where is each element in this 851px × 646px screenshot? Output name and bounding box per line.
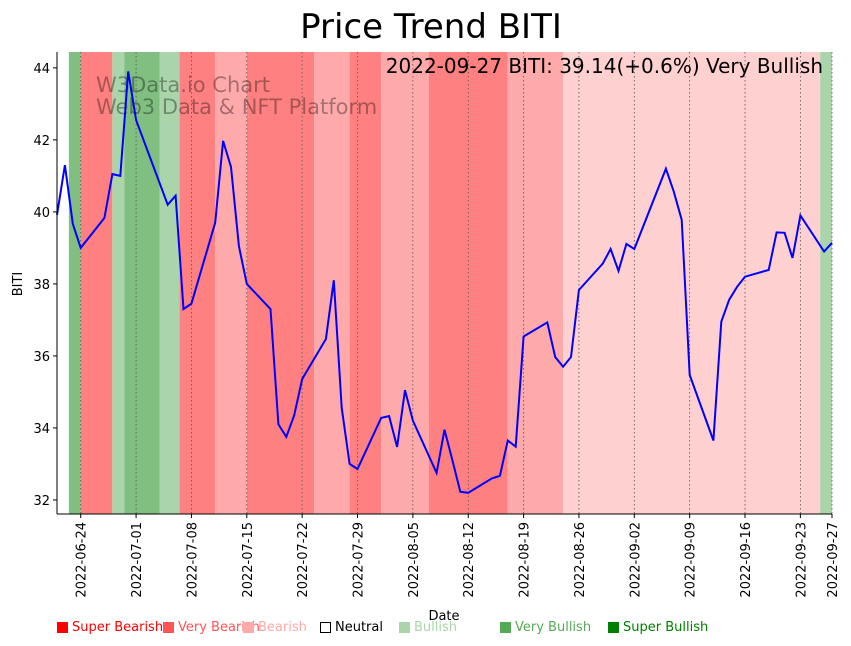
y-tick-label: 34 bbox=[33, 422, 50, 437]
sentiment-band bbox=[124, 52, 160, 514]
legend-swatch bbox=[608, 622, 619, 633]
legend-swatch bbox=[57, 622, 68, 633]
x-tick-label: 2022-07-15 bbox=[241, 522, 256, 598]
legend-item: Super Bullish bbox=[608, 620, 708, 635]
legend-item: Super Bearish bbox=[57, 620, 163, 635]
sentiment-band bbox=[112, 52, 125, 514]
y-axis-ticks: 32 34 36 38 40 42 44 bbox=[33, 62, 57, 509]
sentiment-band bbox=[68, 52, 81, 514]
x-tick-label: 2022-09-02 bbox=[628, 522, 643, 598]
legend-label: Super Bullish bbox=[623, 620, 709, 635]
sentiment-band bbox=[80, 52, 113, 514]
sentiment-band bbox=[215, 52, 247, 514]
legend-swatch bbox=[243, 622, 254, 633]
y-tick-label: 44 bbox=[33, 62, 50, 77]
legend-label: Very Bullish bbox=[515, 620, 592, 635]
x-axis-label: Date bbox=[428, 609, 459, 624]
x-tick-label: 2022-06-24 bbox=[75, 522, 90, 598]
x-tick-label: 2022-07-01 bbox=[130, 522, 145, 598]
y-axis-label: BITI bbox=[11, 272, 26, 297]
y-tick-label: 38 bbox=[33, 278, 50, 293]
x-tick-label: 2022-09-16 bbox=[739, 522, 754, 598]
legend-label: Bearish bbox=[258, 620, 307, 635]
y-tick-label: 40 bbox=[33, 206, 50, 221]
y-tick-label: 42 bbox=[33, 134, 50, 149]
x-tick-label: 2022-09-27 bbox=[826, 522, 841, 598]
price-line-series bbox=[56, 71, 833, 494]
sentiment-bands bbox=[68, 52, 832, 514]
legend-item: Very Bullish bbox=[500, 620, 591, 635]
sentiment-band bbox=[563, 52, 821, 514]
x-tick-label: 2022-07-22 bbox=[296, 522, 311, 598]
legend-label: Neutral bbox=[335, 620, 383, 635]
legend-swatch bbox=[399, 622, 410, 633]
watermark-line-1: W3Data.io Chart bbox=[96, 73, 270, 97]
latest-price-annotation: 2022-09-27 BITI: 39.14(+0.6%) Very Bulli… bbox=[386, 54, 823, 78]
y-tick-label: 36 bbox=[33, 350, 50, 365]
x-tick-label: 2022-07-29 bbox=[352, 522, 367, 598]
legend-item: Neutral bbox=[320, 620, 383, 635]
watermark-line-2: Web3 Data & NFT Platform bbox=[96, 95, 377, 119]
x-tick-label: 2022-09-09 bbox=[684, 522, 699, 598]
y-tick-label: 32 bbox=[33, 494, 50, 509]
x-tick-label: 2022-09-23 bbox=[794, 522, 809, 598]
legend-label: Very Bearish bbox=[178, 620, 260, 635]
sentiment-band bbox=[314, 52, 350, 514]
x-tick-label: 2022-08-05 bbox=[407, 522, 422, 598]
sentiment-band bbox=[349, 52, 382, 514]
legend-swatch bbox=[163, 622, 174, 633]
sentiment-band bbox=[159, 52, 180, 514]
chart-title: Price Trend BITI bbox=[300, 7, 562, 47]
legend-swatch bbox=[500, 622, 511, 633]
legend-item: Very Bearish bbox=[163, 620, 260, 635]
legend-item: Bullish bbox=[399, 620, 457, 635]
x-tick-label: 2022-08-26 bbox=[573, 522, 588, 598]
x-tick-label: 2022-08-19 bbox=[518, 522, 533, 598]
sentiment-band bbox=[381, 52, 429, 514]
x-gridlines bbox=[80, 52, 833, 514]
legend-swatch bbox=[320, 622, 331, 633]
legend-label: Bullish bbox=[414, 620, 458, 635]
x-tick-label: 2022-07-08 bbox=[185, 522, 200, 598]
x-axis-ticks: 2022-06-24 2022-07-01 2022-07-08 2022-07-15… bbox=[75, 514, 841, 598]
sentiment-band bbox=[820, 52, 832, 514]
x-tick-label: 2022-08-12 bbox=[462, 522, 477, 598]
sentiment-band bbox=[246, 52, 315, 514]
legend-label: Super Bearish bbox=[72, 620, 164, 635]
legend-item: Bearish bbox=[243, 620, 307, 635]
